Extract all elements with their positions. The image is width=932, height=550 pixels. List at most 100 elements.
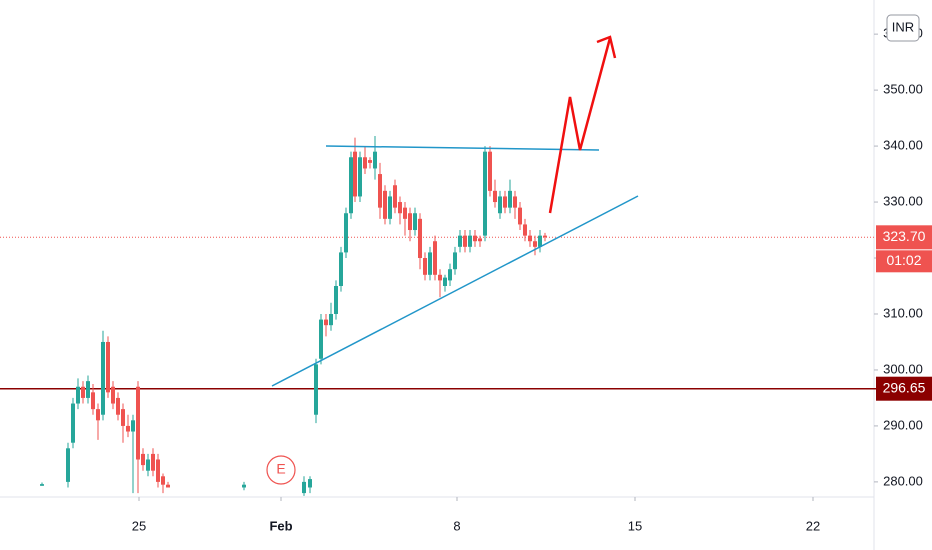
candle-body xyxy=(66,448,70,482)
arrow-head xyxy=(596,35,617,59)
event-icon[interactable] xyxy=(266,455,296,485)
candle-body xyxy=(101,341,105,415)
candle-body xyxy=(71,403,75,443)
candle-body xyxy=(493,190,497,203)
candle-body xyxy=(408,213,412,231)
candle-body xyxy=(151,453,155,471)
candle-body xyxy=(156,459,160,482)
candle-body xyxy=(478,238,482,242)
candle-body xyxy=(121,409,125,426)
candle-body xyxy=(302,481,306,494)
candle-body xyxy=(453,252,457,270)
y-tick-label: 290.00 xyxy=(883,417,923,432)
candle-body xyxy=(334,285,338,314)
candle-body xyxy=(503,196,507,208)
candle-body xyxy=(463,235,467,247)
candle-body xyxy=(136,386,140,460)
candle-body xyxy=(131,420,135,432)
candle-body xyxy=(383,190,387,219)
candle-body xyxy=(116,397,120,415)
y-tick-label: 350.00 xyxy=(883,82,923,97)
candle-body xyxy=(242,484,246,488)
candle-body xyxy=(403,207,407,219)
candle-body xyxy=(106,341,110,393)
candle-body xyxy=(166,484,170,488)
candle-body xyxy=(398,202,402,214)
candle-body xyxy=(40,484,44,486)
candle-body xyxy=(146,459,150,471)
candle-body xyxy=(498,196,502,214)
candle-body xyxy=(528,235,532,242)
last-price-box xyxy=(876,225,932,250)
candle-body xyxy=(76,386,80,404)
candle-body xyxy=(358,157,362,197)
candle-body xyxy=(428,252,432,275)
candle-body xyxy=(423,258,427,275)
candle-body xyxy=(161,476,165,485)
candle-body xyxy=(473,235,477,242)
candle-body xyxy=(518,207,522,225)
trend-line xyxy=(271,195,639,387)
candle-body xyxy=(533,241,537,247)
candle-body xyxy=(86,381,90,398)
y-tick-label: 310.00 xyxy=(883,305,923,320)
event-label: E xyxy=(276,461,285,477)
candle-body xyxy=(319,319,323,359)
x-tick-label: 15 xyxy=(628,518,642,533)
countdown-label: 01:02 xyxy=(886,252,921,268)
level-box xyxy=(876,376,932,401)
candle-body xyxy=(314,364,318,415)
y-tick-label: 300.00 xyxy=(883,361,923,376)
candle-body xyxy=(393,185,397,208)
candle-body xyxy=(339,252,343,286)
currency-label: INR xyxy=(892,19,914,34)
candle-body xyxy=(344,213,348,253)
candle-body xyxy=(388,196,392,219)
currency-box xyxy=(886,14,920,42)
resistance-line xyxy=(325,145,600,151)
candle-body xyxy=(368,160,372,163)
y-tick-label: 280.00 xyxy=(883,473,923,488)
candle-body xyxy=(448,269,452,281)
candle-body xyxy=(91,392,95,410)
candle-body xyxy=(363,157,367,169)
axis: 280.00290.00300.00310.00320.00330.00340.… xyxy=(132,14,932,533)
candle-body xyxy=(96,409,100,421)
candle-body xyxy=(543,235,547,238)
candle-body xyxy=(418,218,422,259)
candle-body xyxy=(329,313,333,326)
candle-body xyxy=(308,479,312,488)
candle-body xyxy=(349,157,353,214)
x-tick-label: 22 xyxy=(806,518,820,533)
countdown-box xyxy=(876,250,932,273)
candle-body xyxy=(538,235,542,247)
x-tick-label: 8 xyxy=(453,518,460,533)
candle-body xyxy=(413,213,417,231)
last-price-label: 323.70 xyxy=(883,228,926,244)
projection-arrow xyxy=(548,37,612,214)
level-label: 296.65 xyxy=(883,379,926,395)
candle-body xyxy=(468,235,472,247)
x-tick-label: 25 xyxy=(132,518,146,533)
candle-body xyxy=(141,453,145,466)
candle-body xyxy=(111,386,115,404)
candle-body xyxy=(378,174,382,208)
x-tick-label: Feb xyxy=(269,518,292,533)
candle-body xyxy=(438,274,442,281)
candle-body xyxy=(513,196,517,208)
y-tick-label: 340.00 xyxy=(883,138,923,153)
candle-body xyxy=(508,190,512,208)
candle-body xyxy=(81,386,85,398)
marks xyxy=(0,136,932,496)
candle-body xyxy=(523,224,527,236)
y-tick-label: 330.00 xyxy=(883,193,923,208)
candle-body xyxy=(458,235,462,247)
candle-body xyxy=(443,277,447,286)
candle-body xyxy=(433,241,437,275)
candle-body xyxy=(373,151,377,169)
candle-body xyxy=(353,151,357,197)
candle-body xyxy=(324,319,328,326)
candle-body xyxy=(126,425,130,432)
